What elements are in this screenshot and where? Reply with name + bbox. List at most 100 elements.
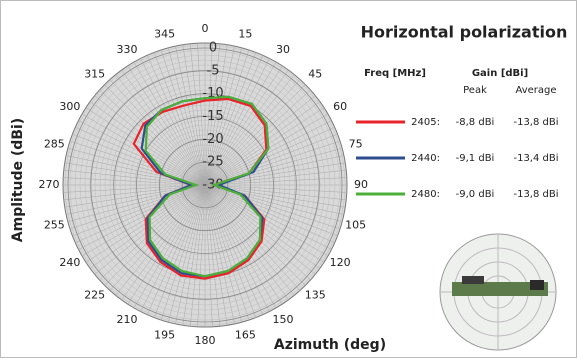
spoke xyxy=(204,184,289,301)
y-axis-label: Amplitude (dBi) xyxy=(10,118,26,242)
spoke xyxy=(197,43,206,186)
spoke xyxy=(204,184,338,237)
spoke xyxy=(204,55,263,186)
minor-ring xyxy=(84,64,326,306)
spoke xyxy=(204,95,316,186)
grid-ring xyxy=(158,138,252,232)
spoke xyxy=(204,184,263,315)
legend-header: Average xyxy=(515,85,556,96)
minor-ring xyxy=(144,124,266,246)
angle-tick-label: 345 xyxy=(154,27,175,40)
spoke xyxy=(115,184,206,296)
spoke xyxy=(63,169,206,186)
legend-peak: -9,1 dBi xyxy=(456,153,495,164)
photo xyxy=(439,233,557,351)
spoke xyxy=(189,184,206,327)
grid-ring xyxy=(90,70,320,300)
spoke xyxy=(204,140,341,186)
spoke xyxy=(204,101,321,186)
spoke xyxy=(109,79,206,186)
legend-label: 2480: xyxy=(411,189,440,200)
spoke xyxy=(204,65,283,186)
spoke xyxy=(204,46,235,186)
r-tick-label: 0 xyxy=(209,41,217,56)
angle-tick-label: 150 xyxy=(273,313,294,326)
angle-tick-label: 315 xyxy=(84,68,105,81)
r-tick-label: -20 xyxy=(202,132,223,147)
minor-ring xyxy=(79,59,331,311)
spoke xyxy=(94,95,206,186)
spoke xyxy=(204,184,329,257)
minor-ring xyxy=(74,54,336,316)
legend-average: -13,8 dBi xyxy=(513,189,558,200)
r-tick-label: -15 xyxy=(202,109,223,124)
spoke xyxy=(204,184,283,305)
spoke xyxy=(204,184,301,291)
spoke xyxy=(63,184,206,193)
angle-tick-label: 15 xyxy=(238,27,252,40)
spoke xyxy=(204,184,213,327)
angle-tick-label: 180 xyxy=(195,334,216,347)
spoke xyxy=(204,184,257,318)
minor-ring xyxy=(179,159,231,211)
r-tick-label: -25 xyxy=(202,155,223,170)
spoke xyxy=(63,177,206,186)
series-line xyxy=(144,95,270,278)
spoke xyxy=(72,184,206,237)
spoke xyxy=(197,184,206,327)
legend-peak: -8,8 dBi xyxy=(456,117,495,128)
minor-ring xyxy=(99,79,311,291)
angle-tick-label: 270 xyxy=(39,178,60,191)
legend-label: 2440: xyxy=(411,153,440,164)
spoke xyxy=(153,52,206,186)
minor-ring xyxy=(124,104,286,266)
spoke xyxy=(204,107,325,186)
spoke xyxy=(168,184,206,323)
grid-ring xyxy=(136,116,274,254)
minor-ring xyxy=(164,144,246,226)
spoke xyxy=(182,44,206,186)
spoke xyxy=(204,89,311,186)
angle-tick-label: 60 xyxy=(333,100,347,113)
spoke xyxy=(81,184,206,257)
spoke xyxy=(69,140,206,186)
spoke xyxy=(204,52,257,186)
spoke xyxy=(204,79,301,186)
spoke xyxy=(133,184,206,309)
spoke xyxy=(204,184,242,323)
grid-ring xyxy=(181,161,229,209)
angle-tick-label: 255 xyxy=(44,218,65,231)
spoke xyxy=(204,84,306,186)
spoke xyxy=(104,184,206,286)
spoke xyxy=(204,184,335,243)
spoke xyxy=(204,184,332,250)
minor-ring xyxy=(134,114,276,256)
minor-ring xyxy=(199,179,211,191)
spoke xyxy=(204,43,213,186)
minor-ring xyxy=(104,84,306,286)
minor-ring xyxy=(109,89,301,281)
spoke xyxy=(72,133,206,186)
angle-tick-label: 120 xyxy=(330,256,351,269)
minor-ring xyxy=(159,139,251,231)
spoke xyxy=(204,120,332,186)
spoke xyxy=(204,184,311,281)
spoke xyxy=(175,184,206,324)
angle-tick-label: 240 xyxy=(59,256,80,269)
spoke xyxy=(204,184,250,321)
angle-tick-label: 0 xyxy=(202,22,209,35)
grid-ring xyxy=(67,47,343,323)
angle-tick-label: 195 xyxy=(154,329,175,342)
r-tick-label: -5 xyxy=(207,63,220,78)
chart-title: Horizontal polarization xyxy=(361,23,568,42)
spoke xyxy=(127,184,206,305)
spoke xyxy=(67,148,206,186)
spoke xyxy=(204,184,235,324)
spoke xyxy=(127,65,206,186)
spoke xyxy=(204,74,295,186)
minor-ring xyxy=(89,69,321,301)
spoke xyxy=(204,184,347,201)
legend-header: Peak xyxy=(463,85,487,96)
spoke xyxy=(175,46,206,186)
